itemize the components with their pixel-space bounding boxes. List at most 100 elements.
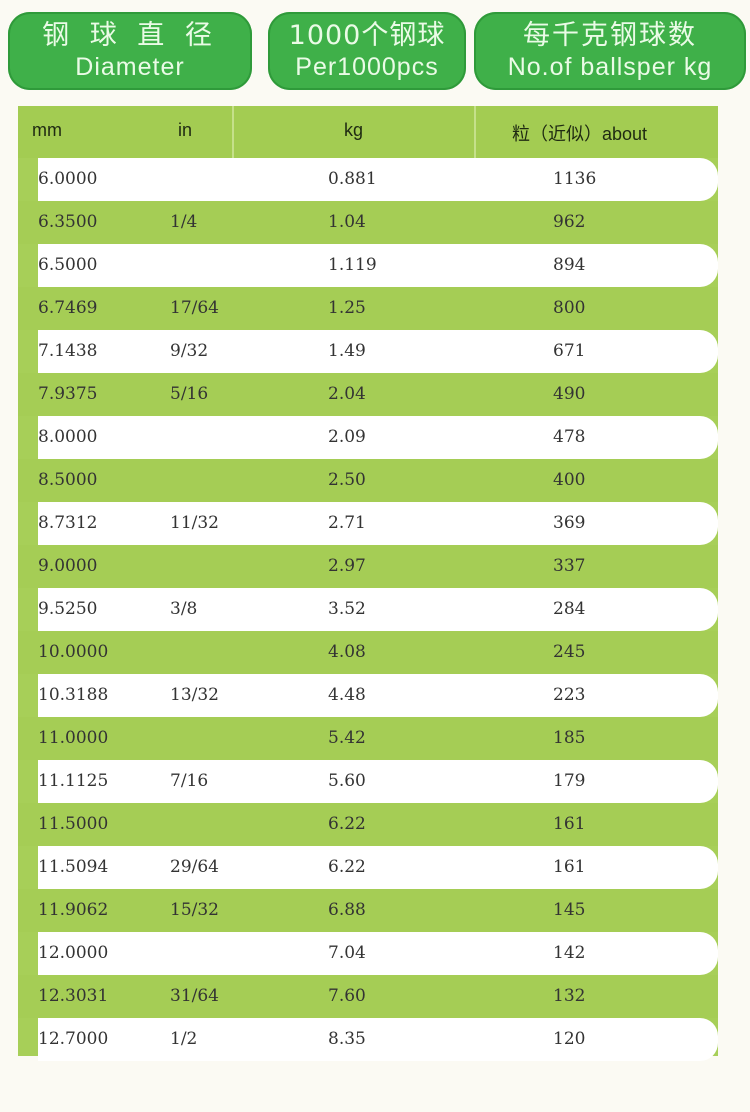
table-row: 11.9062 15/32 6.88 145 xyxy=(18,889,718,932)
cell-in: 13/32 xyxy=(170,685,219,705)
ball-table: mm in kg 粒（近似）about 6.0000 0.881 1136 6.350… xyxy=(18,106,718,1061)
cell-in: 1/4 xyxy=(170,212,198,232)
cell-mm: 7.1438 xyxy=(38,341,98,361)
table-row: 6.0000 0.881 1136 xyxy=(38,158,718,201)
cell-mm: 12.0000 xyxy=(38,943,109,963)
table-row: 8.7312 11/32 2.71 369 xyxy=(38,502,718,545)
divider xyxy=(474,106,476,158)
cell-about: 223 xyxy=(553,685,586,705)
header-per-kg: 每千克钢球数 No.of ballsper kg xyxy=(474,12,746,90)
col-in-label: in xyxy=(178,120,193,140)
cell-about: 478 xyxy=(553,427,586,447)
cell-in: 31/64 xyxy=(170,986,219,1006)
table-row: 12.3031 31/64 7.60 132 xyxy=(18,975,718,1018)
cell-in: 29/64 xyxy=(170,857,219,877)
cell-mm: 6.7469 xyxy=(38,298,98,318)
col-kg-label: kg xyxy=(344,120,364,140)
header-per-kg-zh: 每千克钢球数 xyxy=(523,20,697,51)
cell-about: 337 xyxy=(553,556,586,576)
cell-about: 490 xyxy=(553,384,586,404)
header-per-kg-en: No.of ballsper kg xyxy=(507,53,713,81)
cell-mm: 8.7312 xyxy=(38,513,98,533)
cell-kg: 6.88 xyxy=(328,900,366,920)
cell-mm: 7.9375 xyxy=(38,384,98,404)
cell-kg: 6.22 xyxy=(328,814,366,834)
cell-kg: 2.71 xyxy=(328,513,366,533)
col-about-label: 粒（近似）about xyxy=(512,124,648,144)
cell-in: 11/32 xyxy=(170,513,219,533)
cell-kg: 5.42 xyxy=(328,728,366,748)
cell-kg: 8.35 xyxy=(328,1029,366,1049)
cell-about: 161 xyxy=(553,857,586,877)
cell-mm: 11.5000 xyxy=(38,814,109,834)
cell-in: 7/16 xyxy=(170,771,209,791)
table-row: 8.5000 2.50 400 xyxy=(18,459,718,502)
cell-about: 1136 xyxy=(553,169,597,189)
cell-about: 284 xyxy=(553,599,586,619)
cell-about: 145 xyxy=(553,900,586,920)
table-row: 12.0000 7.04 142 xyxy=(38,932,718,975)
cell-mm: 11.9062 xyxy=(38,900,109,920)
header-per1000-zh: 1000个钢球 xyxy=(288,20,446,51)
table-row: 10.0000 4.08 245 xyxy=(18,631,718,674)
cell-about: 671 xyxy=(553,341,586,361)
cell-about: 800 xyxy=(553,298,586,318)
table-row: 11.0000 5.42 185 xyxy=(18,717,718,760)
cell-kg: 2.97 xyxy=(328,556,366,576)
col-mm-label: mm xyxy=(32,120,62,140)
cell-kg: 2.50 xyxy=(328,470,366,490)
table-row: 6.3500 1/4 1.04 962 xyxy=(18,201,718,244)
cell-kg: 1.04 xyxy=(328,212,366,232)
cell-mm: 9.5250 xyxy=(38,599,98,619)
header-diameter-en: Diameter xyxy=(75,53,185,81)
cell-kg: 6.22 xyxy=(328,857,366,877)
cell-kg: 2.04 xyxy=(328,384,366,404)
table-row: 9.0000 2.97 337 xyxy=(18,545,718,588)
cell-kg: 7.60 xyxy=(328,986,366,1006)
cell-mm: 6.0000 xyxy=(38,169,98,189)
cell-mm: 8.5000 xyxy=(38,470,98,490)
cell-kg: 3.52 xyxy=(328,599,366,619)
cell-in: 5/16 xyxy=(170,384,209,404)
header-diameter: 钢 球 直 径 Diameter xyxy=(8,12,252,90)
cell-kg: 4.48 xyxy=(328,685,366,705)
cell-mm: 6.5000 xyxy=(38,255,98,275)
cell-mm: 6.3500 xyxy=(38,212,98,232)
cell-mm: 8.0000 xyxy=(38,427,98,447)
cell-in: 9/32 xyxy=(170,341,209,361)
cell-mm: 12.7000 xyxy=(38,1029,109,1049)
cell-kg: 1.119 xyxy=(328,255,377,275)
cell-kg: 5.60 xyxy=(328,771,366,791)
cell-about: 369 xyxy=(553,513,586,533)
table-row: 9.5250 3/8 3.52 284 xyxy=(38,588,718,631)
cell-about: 400 xyxy=(553,470,586,490)
header-per1000-en: Per1000pcs xyxy=(295,53,439,81)
table-row: 11.5094 29/64 6.22 161 xyxy=(38,846,718,889)
cell-kg: 7.04 xyxy=(328,943,366,963)
cell-about: 245 xyxy=(553,642,586,662)
cell-mm: 11.5094 xyxy=(38,857,109,877)
cell-mm: 11.1125 xyxy=(38,771,109,791)
cell-about: 120 xyxy=(553,1029,586,1049)
table-row: 8.0000 2.09 478 xyxy=(38,416,718,459)
cell-kg: 0.881 xyxy=(328,169,377,189)
cell-kg: 2.09 xyxy=(328,427,366,447)
cell-about: 142 xyxy=(553,943,586,963)
cell-kg: 1.25 xyxy=(328,298,366,318)
cell-about: 161 xyxy=(553,814,586,834)
table-row: 7.9375 5/16 2.04 490 xyxy=(18,373,718,416)
cell-in: 15/32 xyxy=(170,900,219,920)
table-row: 12.7000 1/2 8.35 120 xyxy=(38,1018,718,1061)
table-row: 11.1125 7/16 5.60 179 xyxy=(38,760,718,803)
header-diameter-zh: 钢 球 直 径 xyxy=(42,20,218,51)
divider xyxy=(232,106,234,158)
header-per1000: 1000个钢球 Per1000pcs xyxy=(268,12,466,90)
cell-about: 962 xyxy=(553,212,586,232)
cell-kg: 1.49 xyxy=(328,341,366,361)
cell-in: 3/8 xyxy=(170,599,198,619)
table-header-row: mm in kg 粒（近似）about xyxy=(18,106,718,158)
table-row: 6.7469 17/64 1.25 800 xyxy=(18,287,718,330)
cell-mm: 11.0000 xyxy=(38,728,109,748)
cell-in: 17/64 xyxy=(170,298,219,318)
cell-about: 894 xyxy=(553,255,586,275)
